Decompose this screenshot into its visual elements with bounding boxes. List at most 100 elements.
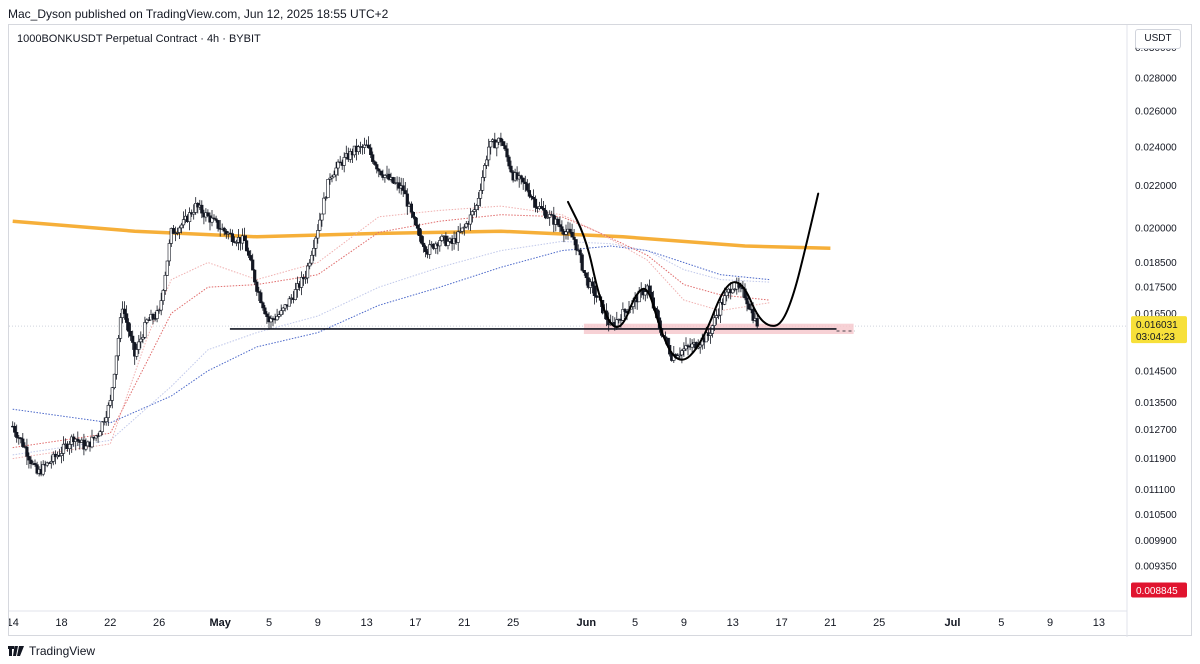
candle-body[interactable]: [310, 255, 314, 264]
candle-body[interactable]: [434, 243, 438, 249]
candle-body[interactable]: [90, 436, 94, 448]
candle-body[interactable]: [580, 254, 584, 271]
candle-body[interactable]: [279, 310, 283, 316]
candle-body[interactable]: [682, 348, 686, 351]
candle-body[interactable]: [708, 333, 712, 336]
candle-body[interactable]: [259, 292, 263, 304]
candle-body[interactable]: [521, 177, 525, 183]
candle-body[interactable]: [145, 319, 149, 323]
candle-body[interactable]: [369, 147, 373, 156]
candle-body[interactable]: [265, 313, 269, 317]
candle-body[interactable]: [122, 308, 127, 315]
candle-body[interactable]: [507, 156, 511, 167]
candle-body[interactable]: [159, 300, 163, 311]
candle-body[interactable]: [161, 290, 165, 301]
candle-body[interactable]: [21, 438, 25, 447]
candle-body[interactable]: [529, 196, 533, 198]
candle-body[interactable]: [143, 322, 147, 338]
candle-body[interactable]: [100, 421, 104, 432]
candle-body[interactable]: [216, 220, 220, 229]
candle-body[interactable]: [428, 244, 432, 255]
candle-body[interactable]: [733, 288, 737, 291]
candle-body[interactable]: [714, 315, 719, 319]
candle-body[interactable]: [312, 248, 316, 256]
candle-body[interactable]: [192, 212, 196, 215]
candle-body[interactable]: [383, 175, 387, 178]
candle-body[interactable]: [135, 349, 139, 357]
candle-body[interactable]: [234, 242, 239, 244]
candle-body[interactable]: [462, 226, 466, 229]
candle-body[interactable]: [314, 237, 318, 249]
candle-body[interactable]: [519, 175, 523, 179]
candle-body[interactable]: [716, 314, 721, 317]
candle-body[interactable]: [560, 226, 564, 232]
candle-body[interactable]: [147, 319, 151, 321]
candle-body[interactable]: [417, 228, 422, 237]
candle-body[interactable]: [76, 438, 80, 442]
candle-body[interactable]: [487, 146, 491, 161]
candle-body[interactable]: [480, 177, 485, 191]
candle-body[interactable]: [403, 190, 407, 195]
candle-body[interactable]: [303, 277, 308, 280]
moving-average-line[interactable]: [12, 205, 770, 460]
candle-body[interactable]: [745, 297, 749, 305]
candle-body[interactable]: [423, 246, 428, 253]
candle-body[interactable]: [19, 437, 23, 440]
candle-body[interactable]: [647, 285, 651, 293]
candle-body[interactable]: [25, 446, 29, 457]
candle-body[interactable]: [328, 177, 332, 180]
candle-body[interactable]: [505, 148, 509, 158]
candle-body[interactable]: [572, 236, 576, 240]
candle-body[interactable]: [51, 453, 55, 462]
candle-body[interactable]: [194, 203, 198, 213]
candle-body[interactable]: [13, 425, 17, 433]
candle-body[interactable]: [590, 281, 594, 287]
candle-body[interactable]: [543, 209, 548, 219]
candle-body[interactable]: [277, 314, 281, 317]
candle-body[interactable]: [421, 242, 426, 247]
candle-body[interactable]: [247, 250, 251, 256]
candle-body[interactable]: [181, 219, 186, 226]
candle-body[interactable]: [356, 146, 361, 152]
candle-body[interactable]: [570, 232, 574, 238]
candle-body[interactable]: [299, 277, 304, 288]
candle-body[interactable]: [332, 174, 336, 178]
candle-body[interactable]: [110, 387, 114, 401]
candle-body[interactable]: [102, 421, 106, 423]
currency-button[interactable]: USDT: [1135, 29, 1181, 49]
candle-body[interactable]: [67, 444, 72, 449]
candle-body[interactable]: [59, 453, 64, 457]
candle-body[interactable]: [157, 309, 161, 312]
candle-body[interactable]: [568, 228, 572, 233]
candle-body[interactable]: [326, 179, 330, 198]
candle-body[interactable]: [499, 137, 503, 142]
candle-body[interactable]: [98, 431, 102, 437]
candle-body[interactable]: [405, 193, 409, 207]
candle-body[interactable]: [94, 435, 98, 439]
candle-body[interactable]: [106, 404, 110, 418]
candle-body[interactable]: [127, 322, 131, 332]
candle-body[interactable]: [305, 265, 310, 279]
candle-body[interactable]: [243, 235, 247, 242]
candle-body[interactable]: [171, 228, 176, 234]
candle-body[interactable]: [470, 211, 475, 216]
candle-body[interactable]: [131, 335, 135, 343]
candle-body[interactable]: [564, 231, 568, 235]
candle-body[interactable]: [320, 213, 324, 221]
moving-average-line[interactable]: [12, 219, 831, 251]
candle-body[interactable]: [141, 336, 145, 340]
candle-body[interactable]: [541, 208, 546, 211]
candle-body[interactable]: [725, 291, 729, 297]
candle-body[interactable]: [82, 439, 86, 450]
candle-body[interactable]: [245, 240, 249, 252]
candle-body[interactable]: [169, 228, 173, 244]
candle-body[interactable]: [206, 212, 210, 217]
candle-body[interactable]: [275, 316, 279, 321]
candle-body[interactable]: [330, 176, 334, 179]
candle-body[interactable]: [373, 161, 377, 165]
candle-body[interactable]: [755, 318, 759, 327]
candle-body[interactable]: [269, 318, 273, 323]
candle-body[interactable]: [489, 141, 493, 148]
moving-average-line[interactable]: [12, 245, 770, 424]
candle-body[interactable]: [139, 338, 143, 343]
